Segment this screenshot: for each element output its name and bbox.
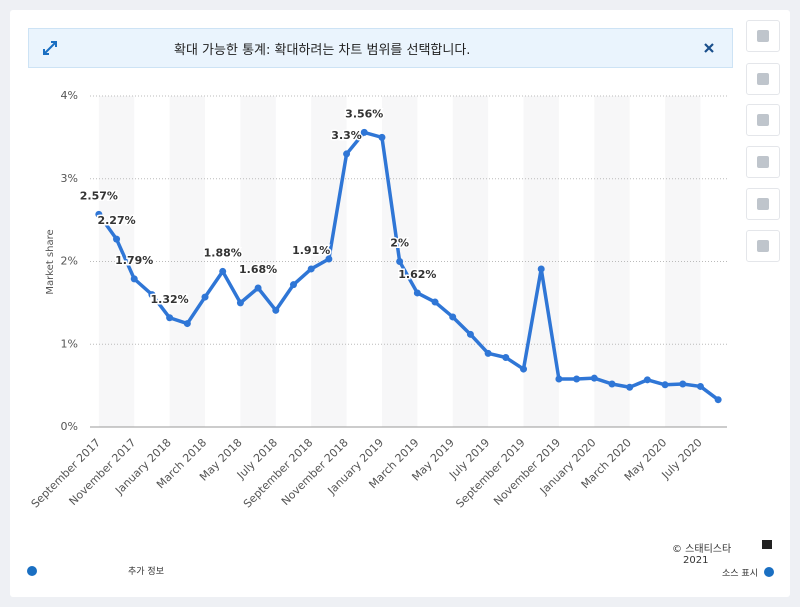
point bbox=[201, 293, 209, 301]
point bbox=[555, 375, 563, 383]
data-label: 1.91% bbox=[292, 244, 330, 257]
point bbox=[413, 289, 421, 297]
point bbox=[113, 235, 121, 243]
data-label: 1.32% bbox=[151, 293, 189, 306]
data-label: 1.62% bbox=[398, 268, 436, 281]
point bbox=[272, 306, 280, 314]
point bbox=[219, 267, 227, 275]
y-tick-label: 0% bbox=[61, 420, 78, 433]
column-band bbox=[169, 96, 206, 427]
data-label: 2.27% bbox=[97, 214, 135, 227]
data-label: 3.56% bbox=[345, 107, 383, 120]
point bbox=[661, 381, 669, 389]
point bbox=[307, 265, 315, 273]
point bbox=[626, 383, 634, 391]
point bbox=[289, 281, 297, 289]
point bbox=[449, 313, 457, 321]
zoom-banner: 확대 가능한 통계: 확대하려는 차트 범위를 선택합니다. bbox=[28, 28, 733, 68]
point bbox=[396, 258, 404, 265]
point bbox=[95, 210, 103, 218]
point bbox=[466, 330, 474, 338]
point bbox=[608, 380, 616, 388]
favorite-button[interactable] bbox=[746, 20, 780, 52]
alert-button[interactable] bbox=[746, 63, 780, 95]
info-icon[interactable] bbox=[27, 566, 37, 576]
source-icon[interactable] bbox=[764, 567, 774, 577]
source-link[interactable]: 소스 표시 bbox=[722, 569, 758, 579]
column-band bbox=[452, 96, 489, 427]
copyright: © 스태티스타 bbox=[672, 544, 732, 555]
point bbox=[502, 353, 510, 361]
point bbox=[537, 265, 545, 273]
data-label: 1.79% bbox=[115, 254, 153, 267]
share-button[interactable] bbox=[746, 146, 780, 178]
point bbox=[484, 349, 492, 357]
point bbox=[254, 284, 262, 292]
y-tick-label: 4% bbox=[61, 89, 78, 102]
data-label: 3.3% bbox=[331, 129, 362, 142]
data-label: 1.88% bbox=[204, 246, 242, 259]
banner-text: 확대 가능한 통계: 확대하려는 차트 범위를 선택합니다. bbox=[174, 43, 471, 58]
point bbox=[236, 299, 244, 307]
point bbox=[431, 298, 439, 306]
cite-button[interactable] bbox=[746, 188, 780, 220]
copyright-year: 2021 bbox=[683, 555, 709, 566]
point bbox=[148, 291, 156, 299]
print-button[interactable] bbox=[746, 230, 780, 262]
expand-icon[interactable] bbox=[43, 41, 57, 55]
column-band bbox=[523, 96, 559, 427]
settings-button[interactable] bbox=[746, 104, 780, 136]
y-tick-label: 3% bbox=[61, 172, 78, 185]
chart: Market share 0%1%2%3%4%September 2017Nov… bbox=[29, 89, 727, 511]
point bbox=[183, 320, 191, 328]
point bbox=[130, 275, 138, 283]
point bbox=[573, 375, 581, 383]
y-tick-label: 2% bbox=[61, 255, 78, 268]
close-icon[interactable] bbox=[704, 43, 714, 53]
point bbox=[325, 255, 333, 263]
column-band bbox=[665, 96, 701, 427]
point bbox=[343, 150, 351, 158]
point bbox=[696, 382, 704, 390]
data-label: 2% bbox=[390, 237, 409, 250]
data-label: 2.57% bbox=[80, 189, 118, 202]
point bbox=[166, 314, 174, 322]
point bbox=[360, 128, 368, 136]
point bbox=[643, 376, 651, 384]
y-axis-label: Market share bbox=[45, 229, 56, 294]
flag-icon[interactable] bbox=[762, 540, 772, 549]
y-tick-label: 1% bbox=[61, 337, 78, 350]
point bbox=[520, 365, 528, 373]
data-label: 1.68% bbox=[239, 263, 277, 276]
point bbox=[714, 396, 722, 404]
point bbox=[378, 133, 386, 141]
point bbox=[679, 380, 687, 388]
more-info-link[interactable]: 추가 정보 bbox=[128, 567, 164, 577]
point bbox=[590, 374, 598, 382]
